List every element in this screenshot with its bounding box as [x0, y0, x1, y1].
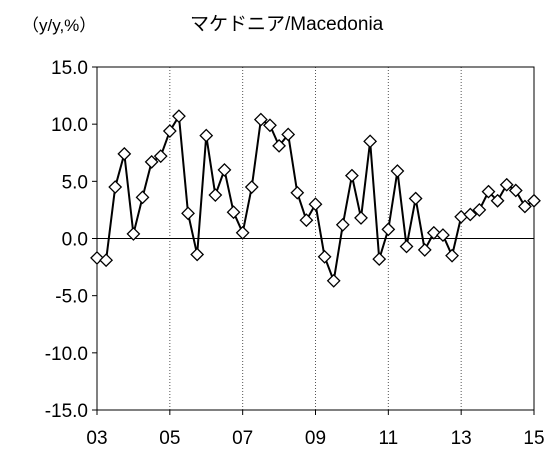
y-axis-unit-label: （y/y,%） — [22, 16, 96, 35]
chart-title: マケドニア/Macedonia — [190, 14, 384, 35]
y-axis: 15.0 10.0 5.0 0.0 -5.0 -10.0 -15.0 — [45, 58, 97, 422]
data-point-marker — [372, 252, 387, 266]
data-point-marker — [436, 228, 450, 242]
data-point-marker — [317, 249, 332, 264]
data-point-marker — [527, 193, 541, 208]
data-point-marker — [217, 162, 232, 177]
data-point-marker — [208, 188, 223, 202]
data-point-marker — [381, 222, 396, 237]
data-point-marker — [244, 180, 259, 194]
y-tick-label: 0.0 — [62, 230, 88, 251]
data-point-marker — [190, 247, 205, 262]
x-tick-label: 15 — [523, 428, 544, 449]
data-point-marker — [153, 149, 168, 164]
data-point-marker — [99, 253, 114, 268]
data-point-marker — [272, 138, 287, 153]
x-axis: 03 05 07 09 11 13 15 — [86, 410, 545, 449]
data-point-marker — [344, 168, 359, 183]
data-point-marker — [108, 180, 123, 194]
data-point-marker — [135, 190, 150, 205]
data-point-marker — [399, 239, 414, 254]
x-tick-label: 03 — [86, 428, 107, 449]
data-point-marker — [445, 248, 459, 263]
x-tick-label: 11 — [378, 428, 398, 449]
data-point-marker — [281, 127, 296, 142]
data-point-marker — [481, 184, 496, 199]
y-tick-label: 5.0 — [62, 172, 88, 193]
data-point-marker — [499, 177, 514, 192]
y-tick-label: -15.0 — [45, 401, 88, 422]
series-markers — [90, 109, 541, 288]
data-point-marker — [181, 206, 195, 221]
data-point-marker — [508, 183, 523, 198]
data-point-marker — [144, 154, 159, 169]
data-point-marker — [417, 243, 432, 257]
data-point-marker — [299, 213, 314, 228]
data-point-marker — [117, 146, 132, 161]
data-point-marker — [335, 217, 350, 232]
y-tick-label: -10.0 — [45, 344, 88, 365]
data-point-marker — [517, 199, 532, 214]
data-point-marker — [290, 185, 305, 200]
data-point-marker — [126, 227, 141, 241]
data-point-marker — [162, 124, 177, 138]
data-point-marker — [172, 109, 186, 124]
data-point-marker — [253, 112, 268, 127]
x-tick-label: 07 — [232, 428, 253, 449]
x-tick-label: 05 — [159, 428, 180, 449]
data-point-marker — [199, 128, 214, 143]
x-tick-label: 09 — [305, 428, 326, 449]
data-point-marker — [235, 225, 250, 240]
data-point-marker — [226, 205, 241, 220]
data-point-marker — [263, 118, 277, 133]
y-tick-label: 10.0 — [51, 115, 88, 136]
x-tick-label: 13 — [451, 428, 472, 449]
data-point-marker — [354, 211, 368, 225]
data-point-marker — [363, 134, 378, 149]
y-tick-label: -5.0 — [55, 287, 88, 308]
data-point-marker — [463, 207, 478, 222]
y-tick-label: 15.0 — [51, 58, 88, 79]
data-point-marker — [390, 164, 405, 178]
data-point-marker — [408, 191, 423, 206]
data-point-marker — [326, 273, 341, 288]
data-point-marker — [490, 193, 505, 208]
data-point-marker — [308, 197, 323, 212]
data-point-marker — [472, 202, 487, 217]
